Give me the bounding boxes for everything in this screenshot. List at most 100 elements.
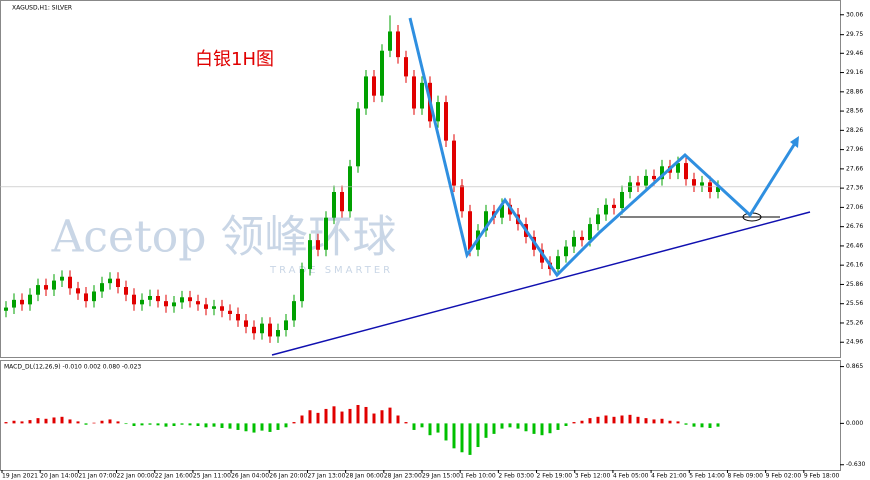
candle-body xyxy=(84,293,88,302)
y-tick-label: 26.76 xyxy=(846,223,863,230)
macd-bar xyxy=(308,410,312,424)
candle-body xyxy=(444,102,448,141)
macd-bar xyxy=(268,423,272,432)
candle-body xyxy=(180,297,184,303)
macd-bar xyxy=(236,423,240,430)
macd-bar xyxy=(676,421,680,424)
macd-bar xyxy=(628,414,632,424)
x-tick-label: 9 Feb 02:00 xyxy=(766,473,802,480)
macd-bar xyxy=(108,419,112,424)
macd-bar xyxy=(28,420,32,424)
y-tick-label: 29.46 xyxy=(846,50,863,57)
macd-bar xyxy=(684,423,688,425)
candle-body xyxy=(452,140,456,186)
macd-bar xyxy=(20,421,24,424)
macd-bar xyxy=(652,419,656,424)
candle-body xyxy=(212,306,216,309)
x-tick-label: 21 Jan 07:00 xyxy=(78,473,116,480)
y-tick-label: 25.26 xyxy=(846,319,863,326)
candle-body xyxy=(644,175,648,186)
macd-bar xyxy=(284,423,288,428)
y-tick-label: 26.16 xyxy=(846,262,863,269)
macd-bar xyxy=(172,423,176,427)
macd-bar xyxy=(428,423,432,436)
macd-bar xyxy=(364,406,368,424)
candle-body xyxy=(36,285,40,295)
macd-bar xyxy=(84,423,88,425)
candle-body xyxy=(612,204,616,209)
candle-body xyxy=(76,288,80,294)
candle-body xyxy=(556,256,560,270)
watermark: Acetop 领峰环球 xyxy=(51,212,397,263)
macd-bar xyxy=(644,418,648,424)
macd-bar xyxy=(52,417,56,424)
candle-body xyxy=(260,323,264,334)
macd-bar xyxy=(372,413,376,424)
x-tick-label: 28 Jan 06:00 xyxy=(346,473,384,480)
candle-body xyxy=(620,191,624,209)
macd-bar xyxy=(244,423,248,432)
candle-body xyxy=(68,276,72,289)
macd-bar xyxy=(132,423,136,427)
macd-bar xyxy=(164,423,168,427)
macd-bar xyxy=(180,423,184,425)
macd-bar xyxy=(580,420,584,424)
macd-bar xyxy=(124,423,128,425)
x-tick-label: 4 Feb 21:00 xyxy=(651,473,687,480)
macd-bar xyxy=(228,423,232,429)
macd-bar xyxy=(332,406,336,424)
macd-bar xyxy=(516,423,520,429)
candle-body xyxy=(20,299,24,305)
candle-body xyxy=(148,296,152,300)
candle-body xyxy=(700,182,704,186)
macd-bar xyxy=(700,423,704,428)
candle-body xyxy=(676,163,680,173)
x-tick-label: 28 Jan 23:00 xyxy=(384,473,422,480)
candle-body xyxy=(412,76,416,109)
macd-bar xyxy=(36,418,40,424)
candle-body xyxy=(380,50,384,96)
macd-tick-label: 0.865 xyxy=(846,363,863,370)
candle-body xyxy=(596,214,600,225)
candle-body xyxy=(292,301,296,321)
x-tick-label: 8 Feb 09:00 xyxy=(727,473,763,480)
macd-bar xyxy=(68,419,72,424)
x-tick-label: 22 Jan 16:00 xyxy=(155,473,193,480)
candle-body xyxy=(284,320,288,331)
candle-body xyxy=(716,186,720,192)
macd-bar xyxy=(12,420,16,424)
candle-body xyxy=(244,320,248,327)
candle-body xyxy=(44,285,48,290)
macd-bar xyxy=(44,418,48,424)
macd-bar xyxy=(388,407,392,424)
macd-bar xyxy=(60,416,64,424)
zigzag xyxy=(408,17,799,278)
macd-bar xyxy=(276,423,280,430)
candle-body xyxy=(220,306,224,311)
macd-bar xyxy=(316,412,320,424)
candle-body xyxy=(108,278,112,284)
y-tick-label: 30.06 xyxy=(846,11,863,18)
candle-body xyxy=(92,291,96,302)
candle-body xyxy=(28,294,32,305)
candle-body xyxy=(228,310,232,314)
macd-tick-label: 0.000 xyxy=(846,420,863,427)
y-tick-label: 26.46 xyxy=(846,242,863,249)
macd-bar xyxy=(188,423,192,426)
macd-bar xyxy=(548,423,552,434)
candle-body xyxy=(172,302,176,307)
drawings xyxy=(271,17,811,356)
candle-body xyxy=(652,175,656,180)
macd-bar xyxy=(348,408,352,424)
macd-bar xyxy=(444,423,448,441)
macd-bar xyxy=(212,423,216,427)
y-tick-label: 27.36 xyxy=(846,185,863,192)
candle-body xyxy=(140,299,144,305)
macd-bar xyxy=(4,422,8,424)
candle-body xyxy=(196,301,200,305)
candle-body xyxy=(588,224,592,241)
x-tick-label: 2 Feb 19:00 xyxy=(537,473,573,480)
macd-bar xyxy=(156,423,160,426)
y-tick-label: 25.56 xyxy=(846,300,863,307)
y-tick-label: 28.86 xyxy=(846,88,863,95)
